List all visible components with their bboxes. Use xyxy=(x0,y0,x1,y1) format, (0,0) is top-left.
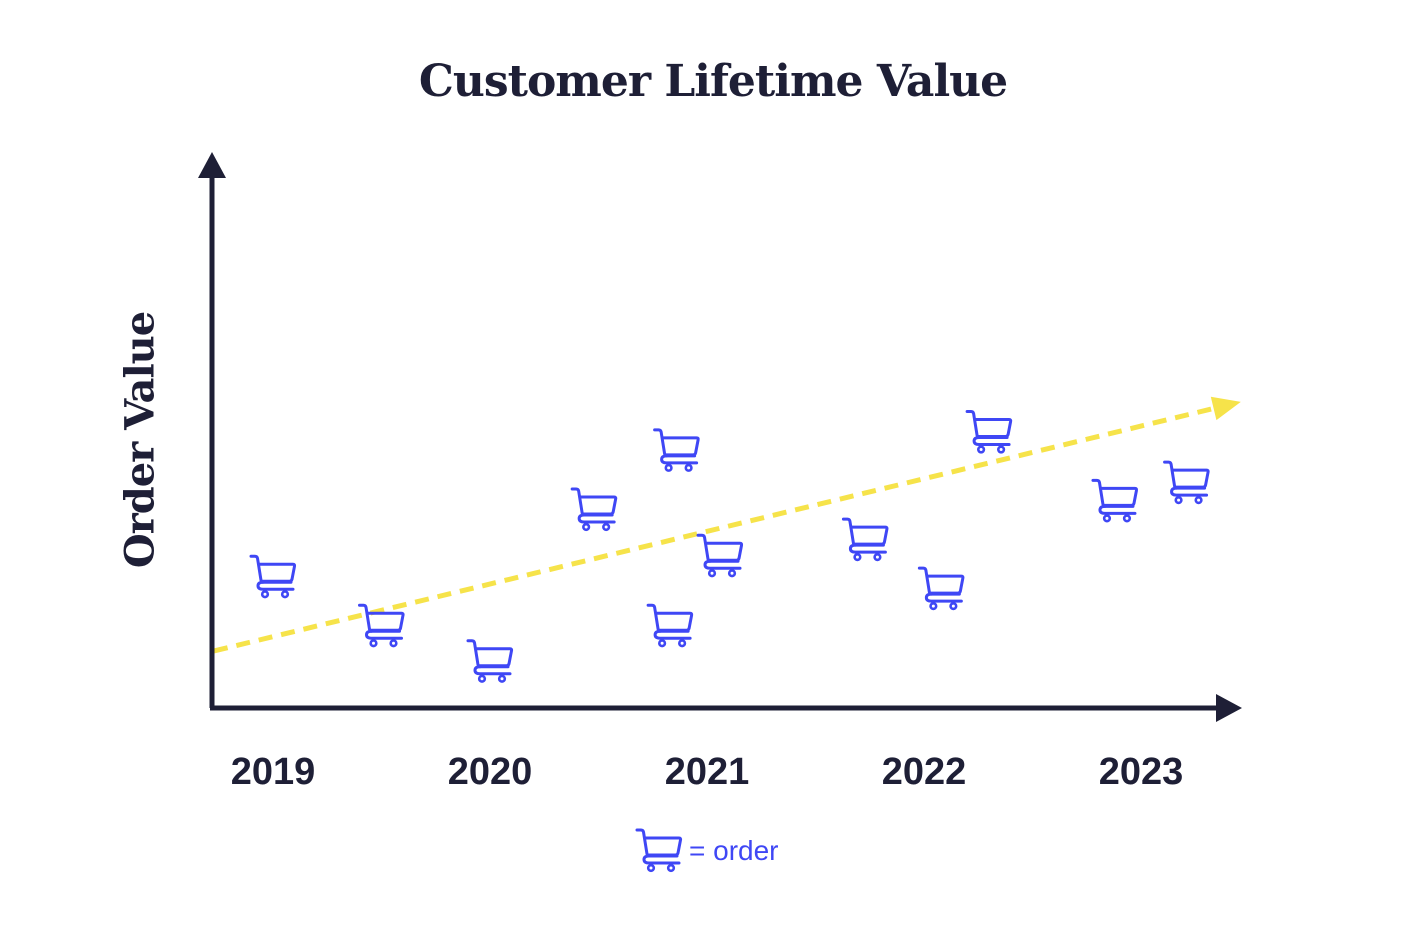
data-point-cart-icon xyxy=(917,566,965,611)
data-point-cart-icon xyxy=(965,409,1013,454)
x-tick-label: 2021 xyxy=(665,751,750,793)
data-point-cart-icon xyxy=(653,428,700,473)
data-point-cart-icon xyxy=(249,554,297,599)
x-tick-label: 2022 xyxy=(882,751,967,793)
legend: = order xyxy=(635,826,779,876)
data-point-cart-icon xyxy=(1091,478,1139,523)
x-tick-label: 2019 xyxy=(231,751,316,793)
x-tick-label: 2023 xyxy=(1099,751,1184,793)
legend-label: = order xyxy=(689,835,779,866)
trend-line xyxy=(213,406,1215,654)
y-axis-arrow xyxy=(198,152,226,178)
data-point-cart-icon xyxy=(570,487,618,532)
data-point-cart-icon xyxy=(466,639,514,684)
data-point-cart-icon xyxy=(1163,460,1210,505)
x-axis-arrow xyxy=(1216,694,1242,722)
x-tick-label: 2020 xyxy=(448,751,533,793)
trend-arrow xyxy=(1210,396,1241,421)
data-point-cart-icon xyxy=(646,603,694,648)
chart-title: Customer Lifetime Value xyxy=(418,56,1008,107)
shopping-cart-icon xyxy=(635,828,683,873)
data-point-cart-icon xyxy=(696,533,744,578)
data-point-cart-icon xyxy=(841,517,889,562)
